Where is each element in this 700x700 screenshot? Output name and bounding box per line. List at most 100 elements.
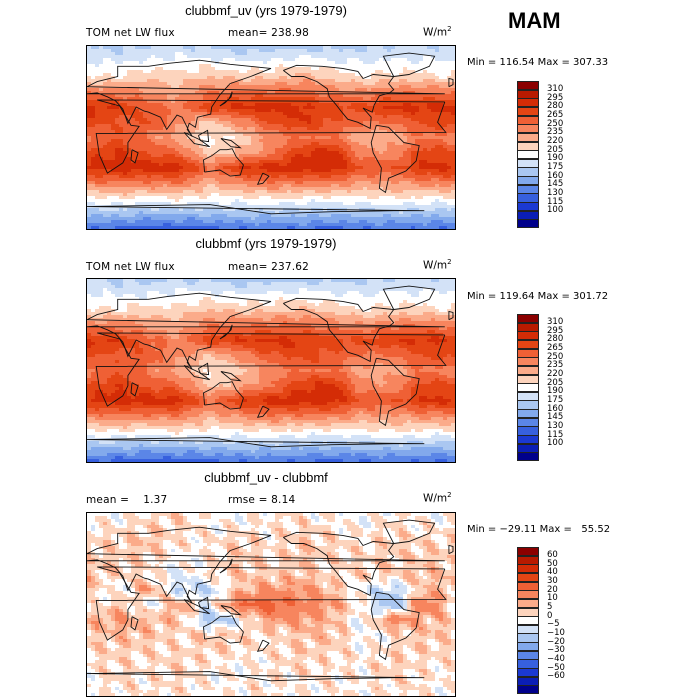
- heatmap-cell: [323, 157, 328, 161]
- heatmap-cell: [159, 205, 164, 209]
- heatmap-cell: [355, 109, 360, 113]
- heatmap-cell: [303, 136, 308, 140]
- heatmap-cell: [323, 127, 328, 131]
- heatmap-cell: [199, 49, 204, 53]
- heatmap-cell: [451, 61, 455, 65]
- heatmap-cell: [439, 202, 444, 206]
- heatmap-cell: [263, 58, 268, 62]
- heatmap-cell: [207, 202, 212, 206]
- heatmap-cell: [115, 64, 120, 68]
- heatmap-cell: [303, 67, 308, 71]
- heatmap-cell: [271, 127, 276, 131]
- heatmap-cell: [323, 67, 328, 71]
- heatmap-cell: [343, 55, 348, 59]
- heatmap-cell: [387, 76, 392, 80]
- heatmap-cell: [403, 70, 408, 74]
- heatmap-cell: [295, 160, 300, 164]
- heatmap-cell: [271, 49, 276, 53]
- heatmap-cell: [187, 58, 192, 62]
- heatmap-cell: [175, 109, 180, 113]
- heatmap-cell: [283, 181, 288, 185]
- heatmap-cell: [139, 136, 144, 140]
- heatmap-cell: [351, 55, 356, 59]
- heatmap-cell: [383, 151, 388, 155]
- heatmap-cell: [155, 172, 160, 176]
- heatmap-cell: [255, 64, 260, 68]
- heatmap-cell: [255, 58, 260, 62]
- heatmap-cell: [155, 199, 160, 203]
- heatmap-cell: [155, 202, 160, 206]
- heatmap-cell: [403, 154, 408, 158]
- heatmap-cell: [339, 190, 344, 194]
- heatmap-cell: [187, 88, 192, 92]
- heatmap-cell: [323, 97, 328, 101]
- heatmap-cell: [179, 130, 184, 134]
- heatmap-cell: [167, 76, 172, 80]
- heatmap-cell: [431, 199, 436, 203]
- heatmap-cell: [159, 142, 164, 146]
- heatmap-cell: [427, 133, 432, 137]
- heatmap-cell: [383, 130, 388, 134]
- heatmap-cell: [267, 121, 272, 125]
- heatmap-cell: [207, 187, 212, 191]
- heatmap-cell: [355, 160, 360, 164]
- heatmap-cell: [235, 178, 240, 182]
- heatmap-cell: [107, 196, 112, 200]
- heatmap-cell: [107, 181, 112, 185]
- heatmap-cell: [439, 172, 444, 176]
- heatmap-cell: [439, 88, 444, 92]
- heatmap-cell: [439, 85, 444, 89]
- heatmap-cell: [251, 70, 256, 74]
- heatmap-cell: [207, 199, 212, 203]
- heatmap-cell: [115, 193, 120, 197]
- heatmap-cell: [263, 169, 268, 173]
- heatmap-cell: [423, 67, 428, 71]
- heatmap-cell: [155, 196, 160, 200]
- heatmap-cell: [231, 106, 236, 110]
- heatmap-cell: [375, 184, 380, 188]
- heatmap-cell: [91, 55, 96, 59]
- heatmap-cell: [191, 49, 196, 53]
- heatmap-cell: [411, 94, 416, 98]
- heatmap-cell: [263, 193, 268, 197]
- heatmap-cell: [407, 97, 412, 101]
- heatmap-cell: [431, 76, 436, 80]
- heatmap-cell: [419, 49, 424, 53]
- heatmap-cell: [215, 181, 220, 185]
- heatmap-cell: [427, 55, 432, 59]
- heatmap-cell: [287, 205, 292, 209]
- heatmap-cell: [431, 181, 436, 185]
- heatmap-cell: [383, 76, 388, 80]
- heatmap-cell: [339, 148, 344, 152]
- heatmap-cell: [227, 52, 232, 56]
- heatmap-cell: [427, 82, 432, 86]
- heatmap-cell: [219, 136, 224, 140]
- heatmap-cell: [251, 184, 256, 188]
- heatmap-cell: [179, 49, 184, 53]
- heatmap-cell: [151, 85, 156, 89]
- heatmap-cell: [287, 67, 292, 71]
- heatmap-cell: [119, 181, 124, 185]
- heatmap-cell: [355, 97, 360, 101]
- heatmap-cell: [343, 64, 348, 68]
- heatmap-cell: [139, 121, 144, 125]
- heatmap-cell: [411, 190, 416, 194]
- heatmap-cell: [239, 193, 244, 197]
- heatmap-cell: [167, 199, 172, 203]
- heatmap-cell: [359, 55, 364, 59]
- heatmap-cell: [87, 103, 92, 107]
- heatmap-cell: [451, 58, 455, 62]
- heatmap-cell: [199, 190, 204, 194]
- heatmap-cell: [219, 85, 224, 89]
- heatmap-cell: [175, 193, 180, 197]
- heatmap-cell: [323, 148, 328, 152]
- heatmap-cell: [419, 103, 424, 107]
- heatmap-cell: [387, 193, 392, 197]
- heatmap-cell: [119, 178, 124, 182]
- heatmap-cell: [291, 55, 296, 59]
- heatmap-cell: [331, 178, 336, 182]
- heatmap-cell: [347, 142, 352, 146]
- heatmap-cell: [95, 79, 100, 83]
- heatmap-cell: [103, 157, 108, 161]
- heatmap-cell: [187, 196, 192, 200]
